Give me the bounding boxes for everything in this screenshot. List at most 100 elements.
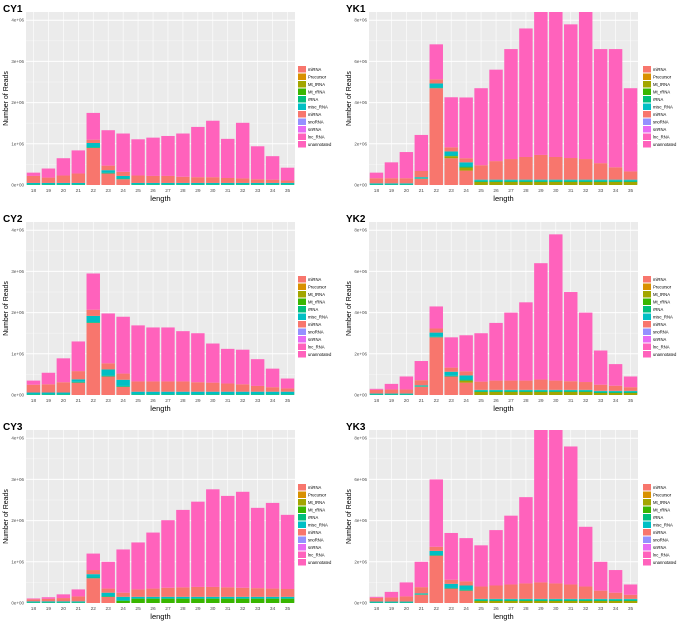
legend-label: rRNA xyxy=(653,515,663,520)
bar-segment-misc_rna xyxy=(280,596,295,599)
bar-segment-misc_rna xyxy=(593,390,608,392)
x-tick-label: 31 xyxy=(225,606,231,612)
bar-segment-unannotated xyxy=(41,597,56,599)
bar-segment-rrna xyxy=(504,180,518,182)
bar-segment-rrna xyxy=(116,178,130,180)
bar-segment-unannotated xyxy=(101,130,115,166)
chart-title: YK3 xyxy=(346,422,366,433)
legend-swatch xyxy=(643,81,651,88)
bar-segment-unannotated xyxy=(519,302,533,381)
bar-segment-misc_rna xyxy=(86,315,100,323)
bar-segment-unannotated xyxy=(176,331,190,382)
x-tick-label: 18 xyxy=(374,188,380,194)
bar-segment-rrna xyxy=(26,184,41,185)
bar-segment-rrna xyxy=(384,184,399,185)
bar-segment-mirna xyxy=(399,178,414,184)
bar-segment-mt_trna xyxy=(534,391,548,395)
x-tick-label: 23 xyxy=(106,188,112,194)
bar-segment-rrna xyxy=(265,394,280,395)
bar-segment-misc_rna xyxy=(504,598,518,600)
bar-segment-mt_trna xyxy=(593,600,608,603)
bar-segment-rrna xyxy=(414,178,429,179)
bar-segment-misc_rna xyxy=(71,182,86,185)
bar-segment-unannotated xyxy=(369,596,384,598)
bar-segment-mt_rrna xyxy=(116,600,130,603)
bar-segment-rrna xyxy=(86,147,100,148)
legend-label: Mt_rRNA xyxy=(308,508,325,513)
x-tick-label: 22 xyxy=(91,188,97,194)
bar-segment-mirna xyxy=(593,590,608,599)
x-tick-label: 29 xyxy=(538,188,544,194)
bar-segment-unannotated xyxy=(191,126,205,178)
bar-segment-misc_rna xyxy=(519,598,533,600)
bar-segment-rrna xyxy=(131,184,145,185)
bar-segment-unannotated xyxy=(26,380,41,385)
bar-segment-mirna xyxy=(161,587,175,597)
bar-segment-mirna xyxy=(429,337,443,395)
bar-segment-mt_trna xyxy=(608,600,623,603)
bar-segment-mirna xyxy=(369,597,384,602)
legend-swatch xyxy=(298,521,306,528)
x-tick-label: 27 xyxy=(165,606,171,612)
bar-segment-misc_rna xyxy=(534,179,548,181)
bar-segment-misc_rna xyxy=(206,391,220,395)
bar-segment-unannotated xyxy=(86,553,100,571)
bar-segment-misc_rna xyxy=(489,179,503,181)
bar-segment-unannotated xyxy=(534,12,548,155)
bar-segment-mt_rrna xyxy=(131,598,145,603)
bar-segment-mirna xyxy=(56,175,71,183)
x-tick-label: 20 xyxy=(61,188,67,194)
bar-segment-mirna xyxy=(71,596,86,602)
bar-segment-rrna xyxy=(489,599,503,601)
bar-segment-mirna xyxy=(191,586,205,597)
bar-segment-mirna xyxy=(86,309,100,316)
x-tick-label: 25 xyxy=(135,606,141,612)
bar-segment-unannotated xyxy=(549,12,563,157)
bar-segment-unannotated xyxy=(280,378,295,389)
legend-swatch xyxy=(298,506,306,513)
bar-segment-mirna xyxy=(519,583,533,599)
bar-segment-unannotated xyxy=(280,167,295,181)
bar-segment-rrna xyxy=(593,599,608,601)
legend-swatch xyxy=(643,521,651,528)
y-tick-label: 8e+06 xyxy=(354,18,367,23)
legend-label: miRNA xyxy=(308,112,321,117)
bar-segment-mirna xyxy=(101,165,115,171)
bar-segment-mt_rrna xyxy=(206,598,220,603)
bar-segment-unannotated xyxy=(549,430,563,584)
bar-segment-mt_trna xyxy=(549,600,563,603)
y-tick-label: 6e+06 xyxy=(354,59,367,64)
bar-segment-unannotated xyxy=(221,348,235,384)
bar-segment-mt_rrna xyxy=(146,598,160,603)
legend: miRNA Precursor Mt_tRNA Mt_rRNA rRNA misc_RNA… xyxy=(643,66,677,148)
bar-segment-unannotated xyxy=(191,333,205,383)
bar-segment-rrna xyxy=(176,184,190,185)
x-tick-label: 30 xyxy=(553,606,559,612)
bar-segment-mt_trna xyxy=(504,391,518,395)
bar-segment-mirna xyxy=(146,175,160,183)
bar-segment-unannotated xyxy=(519,497,533,584)
bar-segment-misc_rna xyxy=(429,332,443,337)
legend-label: Mt_tRNA xyxy=(653,500,670,505)
x-tick-label: 31 xyxy=(568,606,574,612)
bar-segment-mirna xyxy=(71,173,86,183)
bar-segment-mirna xyxy=(86,578,100,603)
bar-segment-rrna xyxy=(41,184,56,185)
bar-segment-misc_rna xyxy=(146,182,160,185)
x-axis-label: length xyxy=(150,194,170,203)
bar-segment-unannotated xyxy=(206,120,220,178)
bar-segment-misc_rna xyxy=(444,151,458,156)
chart-panel-yk1: YK1 0e+00 2e+06 4e+06 6e+06 8e+06 18 19 20 21 22 23… xyxy=(346,4,677,203)
bar-segment-unannotated xyxy=(399,582,414,597)
bar-segment-unannotated xyxy=(56,158,71,176)
chart-panel-cy2: CY2 0e+00 1e+06 2e+06 3e+06 4e+06 18 19 20 21 22 23… xyxy=(3,214,332,413)
bar-segment-misc_rna xyxy=(384,393,399,395)
bar-segment-rrna xyxy=(504,599,518,601)
bar-segment-mirna xyxy=(206,177,220,183)
bar-segment-mirna xyxy=(429,79,443,84)
bar-segment-unannotated xyxy=(116,316,130,374)
bar-segment-mirna xyxy=(161,175,175,183)
bar-segment-unannotated xyxy=(235,349,250,385)
legend-swatch xyxy=(298,81,306,88)
